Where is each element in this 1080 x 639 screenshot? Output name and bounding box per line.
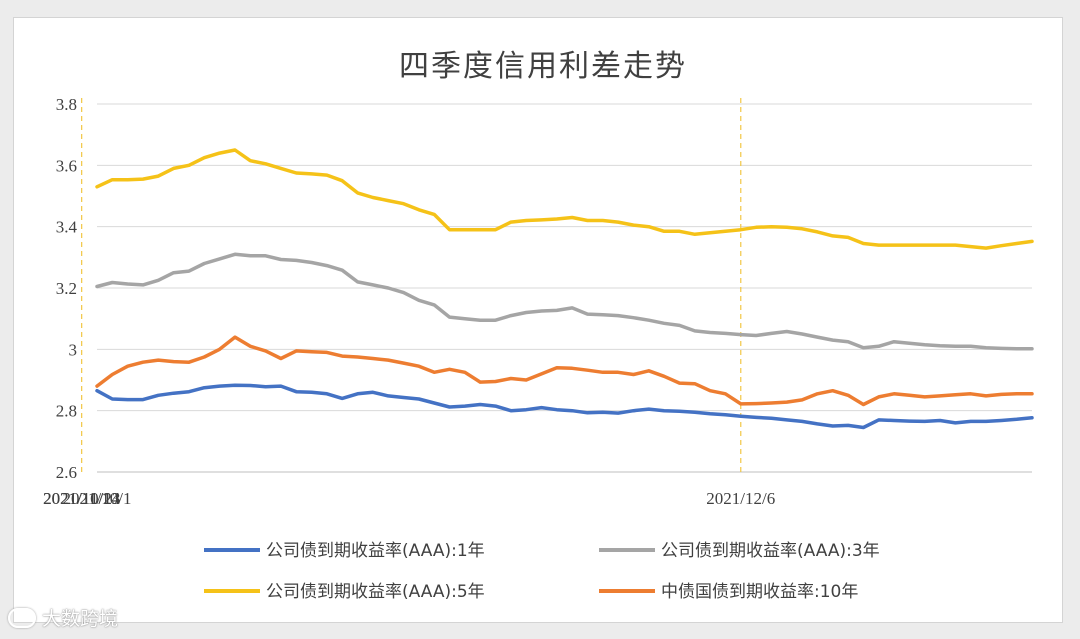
reference-lines — [81, 98, 742, 472]
line-chart: 四季度信用利差走势 2.62.833.23.43.63.8 2021/10/12… — [43, 49, 1034, 602]
legend-label-0: 公司债到期收益率(AAA):1年 — [266, 541, 485, 561]
legend: 公司债到期收益率(AAA):1年 公司债到期收益率(AAA):3年公司债到期收益率… — [204, 541, 880, 602]
series-line-2 — [95, 148, 1034, 250]
y-tick-label: 3.2 — [56, 279, 77, 298]
series-line-0 — [95, 383, 1034, 430]
x-tick-label: 2021/11/14 — [43, 489, 120, 508]
grid-layer: 2.6 2.8 3 3.2 3.4 3.6 3.8 — [56, 95, 1032, 482]
watermark-text: 大数跨境 — [42, 608, 119, 630]
y-tick-label: 3.4 — [56, 218, 78, 237]
legend-label-2: 公司债到期收益率(AAA):5年 — [266, 582, 485, 602]
x-tick-label: 2021/10/1 — [63, 489, 132, 508]
series-line-3 — [95, 335, 1034, 407]
y-tick-label: 3.6 — [56, 156, 77, 175]
chart-frame: 四季度信用利差走势 2.6 2.8 3 3.2 3.4 3.6 3.8 2021/10/1 2… — [13, 17, 1063, 623]
y-tick-label: 2.6 — [56, 463, 77, 482]
y-tick-label: 3 — [69, 340, 78, 359]
legend-label-3: 中债国债到期收益率:10年 — [661, 582, 858, 602]
watermark: 大数跨境 — [8, 604, 118, 631]
y-tick-label: 3.8 — [56, 95, 77, 114]
legend-label-1: 公司债到期收益率(AAA):3年 — [661, 541, 880, 561]
x-tick-label: 2021/12/6 — [706, 489, 775, 508]
x-tick-label: 2021/10/23 — [43, 489, 120, 508]
watermark-logo-icon — [8, 607, 36, 628]
chart-title: 四季度信用利差走势 — [399, 49, 687, 84]
series-layer — [95, 148, 1034, 430]
series-line-1 — [95, 252, 1034, 351]
y-tick-label: 2.8 — [56, 402, 77, 421]
